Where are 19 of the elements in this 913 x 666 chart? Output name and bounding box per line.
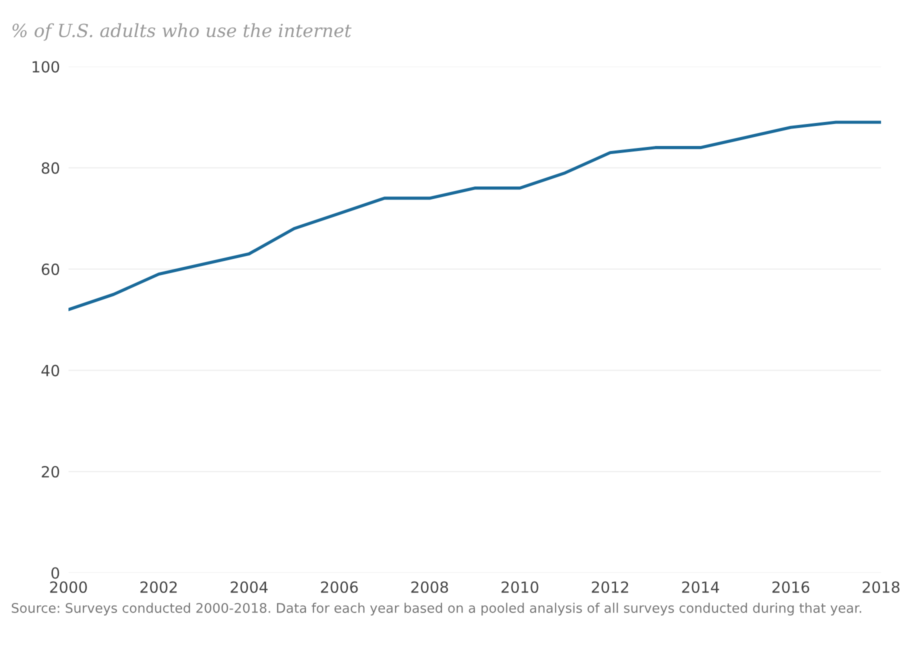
x-tick-label: 2004 [230,581,268,593]
source-note: Source: Surveys conducted 2000-2018. Data for each year based on a pooled analysis of all surveys conducted during that year. [12,602,862,616]
x-tick-label: 2016 [772,581,810,593]
y-tick-label: 40 [41,364,60,376]
line-series [68,120,882,312]
x-tick-label: 2014 [682,581,720,593]
x-tick-label: 2006 [321,581,358,593]
y-tick-label: 20 [42,466,60,478]
x-tick-label: 2018 [862,581,900,593]
x-tick-label: 2000 [50,581,87,593]
x-tick-label: 2010 [502,581,538,593]
x-tick-label: 2008 [411,581,448,593]
x-tick-label: 2002 [140,581,177,593]
chart-title: % of U.S. adults who use the internet [12,23,352,41]
y-tick-label: 0 [51,567,60,579]
y-tick-label: 80 [42,162,60,174]
x-tick-label: 2012 [592,581,628,593]
y-tick-label: 100 [32,61,60,73]
y-tick-label: 60 [42,264,60,276]
